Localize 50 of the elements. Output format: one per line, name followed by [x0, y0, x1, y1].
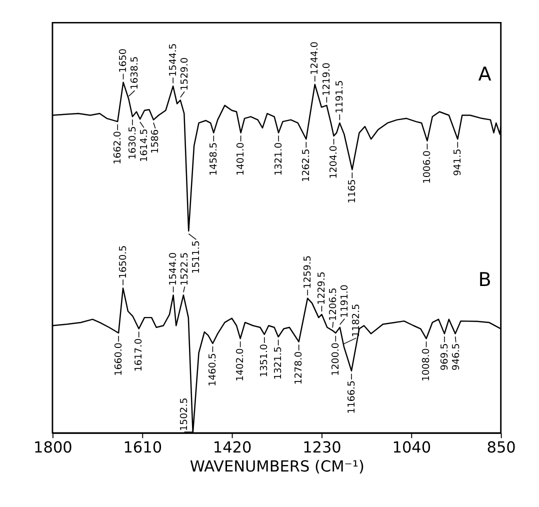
series-label: A: [478, 63, 492, 86]
annotation: 1191.0: [339, 284, 350, 318]
annotation: 1660.0: [113, 342, 124, 376]
annotation: 1200.0: [330, 342, 342, 376]
annotation: 1321.5: [273, 346, 284, 380]
annotation: 1638.5: [130, 56, 141, 90]
annotation: 1650.5: [118, 245, 129, 279]
annotation: 1586: [150, 129, 162, 154]
annotation: 1191.5: [334, 80, 346, 114]
x-tick-label: 1800: [34, 438, 72, 456]
annotation: 1511.5: [191, 240, 202, 274]
x-tick-label: 1610: [123, 438, 162, 456]
annotation: 1402.0: [235, 348, 246, 382]
annotation: 1650: [118, 48, 130, 73]
annotation: 1008.0: [421, 348, 432, 382]
annotation: 1165: [347, 179, 358, 204]
annotation: 1259.5: [302, 255, 314, 289]
annotation: 1166.5: [346, 380, 358, 414]
annotation: 1630.5: [127, 126, 138, 160]
annotation: 1262.5: [301, 148, 312, 182]
annotation: 941.5: [452, 148, 464, 176]
annotation: 969.5: [439, 343, 450, 370]
annotation: 1529.0: [179, 57, 190, 91]
annotation: 1206.5: [328, 288, 340, 321]
annotation: 1278.0: [294, 351, 305, 385]
annotation: 1182.5: [350, 304, 362, 338]
annotation: 1204.0: [328, 145, 340, 179]
x-tick-label: 1230: [302, 438, 342, 456]
annotation: 1458.5: [208, 142, 220, 176]
annotation: 1662.0: [112, 131, 124, 164]
annotation: 1321.0: [273, 142, 284, 176]
annotation: 1544.0: [168, 252, 180, 286]
annotation: 1617.0: [134, 338, 145, 372]
annotation: 1460.5: [208, 353, 219, 386]
x-tick-label: 850: [486, 438, 516, 456]
annotation: 1219.0: [322, 62, 333, 96]
series-label: B: [478, 269, 492, 292]
annotation: 1544.5: [168, 43, 179, 77]
annotation: 1401.0: [236, 142, 247, 176]
x-axis-title: WAVENUMBERS (CM⁻¹): [190, 458, 364, 476]
annotation: 1614.5: [138, 128, 150, 162]
annotation: 1244.0: [310, 42, 321, 75]
annotation: 946.5: [450, 343, 462, 370]
annotation: 1522.5: [180, 252, 191, 286]
annotation: 1502.5: [179, 398, 190, 432]
x-tick-label: 1420: [212, 438, 252, 456]
annotation: 1229.5: [316, 272, 328, 305]
x-tick-label: 1040: [392, 438, 432, 456]
annotation: 1351.0: [259, 344, 270, 378]
annotation: 1006.0: [422, 150, 434, 184]
